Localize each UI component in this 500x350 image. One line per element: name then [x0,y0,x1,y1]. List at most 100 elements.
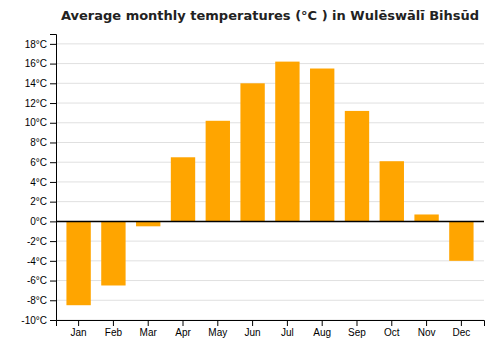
y-tick-mark [50,300,56,301]
y-tick-mark [50,83,56,84]
y-tick: 6°C [30,157,56,168]
bar [380,161,404,221]
bar [449,221,473,260]
y-tick: -8°C [27,295,56,306]
x-tick-mark [113,320,114,326]
x-tick: Nov [418,320,436,338]
plot: -10°C -8°C -6°C -4°C -2°C 0°C 2°C 4°C 6°C 8°C 10°C… [21,35,484,339]
x-axis: JanFebMarAprMayJunJulAugSepOctNovDec [57,320,485,338]
grid-line [56,122,484,123]
y-tick-mark [50,281,56,282]
y-tick-mark [50,241,56,242]
y-tick-label: 16°C [25,58,47,69]
y-tick-label: 14°C [25,78,47,89]
bar [171,157,195,221]
x-tick-label: Nov [418,327,436,338]
grid-line [56,162,484,163]
bar [240,83,264,221]
bar [310,69,334,222]
grid-line [56,43,484,44]
x-tick-mark [426,320,427,326]
y-tick: -4°C [27,256,56,267]
y-tick-label: 18°C [25,39,47,50]
x-tick: Mar [140,320,158,338]
x-tick: Feb [105,320,123,338]
y-tick-mark [50,261,56,262]
x-tick-label: Apr [175,327,191,338]
x-tick: Sep [348,320,366,338]
x-tick: Jul [281,320,294,338]
x-tick: Aug [313,320,331,338]
grid-line [56,181,484,182]
y-tick-mark [50,162,56,163]
x-tick-mark [391,320,392,326]
x-tick-mark [322,320,323,326]
y-tick-mark [50,182,56,183]
x-tick-label: Mar [140,327,158,338]
y-tick: 0°C [30,216,56,227]
y-tick-mark [50,202,56,203]
grid-line [56,201,484,202]
y-tick-label: -4°C [27,256,47,267]
grid-line [56,221,484,222]
y-tick-mark [50,320,56,321]
y-tick: 2°C [30,196,56,207]
grid-line [56,83,484,84]
y-tick-label: -8°C [27,295,47,306]
x-axis-line [57,321,485,327]
y-tick: 18°C [25,39,56,50]
bar [414,214,438,221]
x-tick-label: Oct [384,327,400,338]
y-tick-label: -6°C [27,275,47,286]
x-tick-label: Dec [452,327,470,338]
y-tick-mark [50,44,56,45]
x-tick-label: Aug [313,327,331,338]
y-tick-label: -2°C [27,236,47,247]
y-tick: 8°C [30,137,56,148]
bar [275,62,299,222]
title: Average monthly temperatures (°C ) in Wu… [61,8,479,23]
x-tick-label: Jan [71,327,87,338]
bars [66,62,473,306]
y-tick-label: 4°C [30,177,47,188]
x-tick-label: Sep [348,327,366,338]
x-tick-mark [183,320,184,326]
bar [206,121,230,222]
y-tick: 14°C [25,78,56,89]
y-tick: -10°C [21,315,56,326]
y-tick-label: 10°C [25,117,47,128]
grid-line [56,142,484,143]
x-tick: Apr [175,320,191,338]
y-axis-line [50,35,57,321]
y-tick-label: -10°C [21,315,47,326]
x-tick-mark [252,320,253,326]
y-axis: -10°C -8°C -6°C -4°C -2°C 0°C 2°C 4°C 6°C 8°C 10°C… [21,35,56,326]
grid-line [56,63,484,64]
bar [101,221,125,285]
y-tick-mark [50,103,56,104]
grid-line [56,300,484,301]
x-tick-mark [148,320,149,326]
x-tick: Oct [384,320,400,338]
y-tick-label: 2°C [30,196,47,207]
x-tick: Jan [71,320,87,338]
bar [66,221,90,305]
x-tick: Dec [452,320,470,338]
y-tick-mark [50,142,56,143]
y-tick: 10°C [25,117,56,128]
zero-line [56,221,484,223]
bar [345,111,369,221]
y-tick: -6°C [27,275,56,286]
y-tick-label: 6°C [30,157,47,168]
y-tick: -2°C [27,236,56,247]
x-tick-mark [461,320,462,326]
y-tick: 16°C [25,58,56,69]
x-tick: May [208,320,227,338]
x-tick-mark [356,320,357,326]
y-tick-mark [50,64,56,65]
y-tick-label: 0°C [30,216,47,227]
y-tick: 12°C [25,98,56,109]
y-tick: 4°C [30,177,56,188]
y-tick-label: 8°C [30,137,47,148]
y-tick-mark [50,221,56,222]
